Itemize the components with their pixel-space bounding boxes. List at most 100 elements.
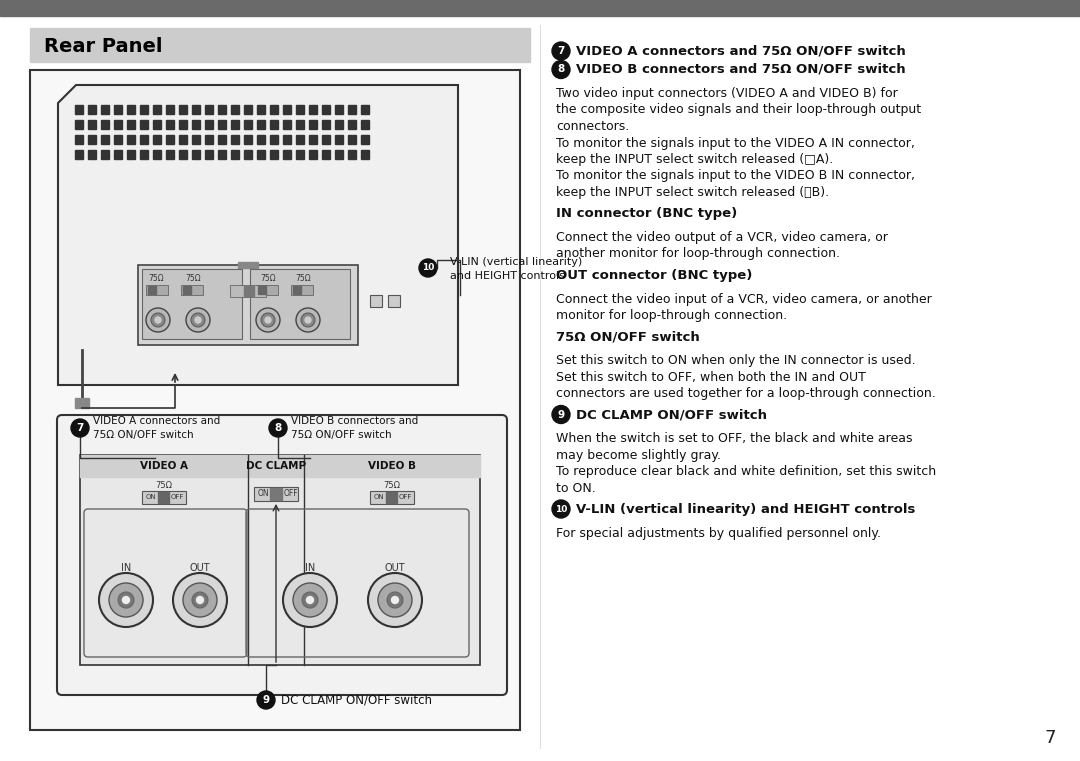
Text: and HEIGHT controls: and HEIGHT controls bbox=[450, 271, 565, 281]
Text: Two video input connectors (VIDEO A and VIDEO B) for: Two video input connectors (VIDEO A and … bbox=[556, 87, 897, 100]
Bar bbox=[158, 492, 168, 503]
Text: ON: ON bbox=[146, 494, 157, 500]
Text: keep the INPUT select switch released (⨝B).: keep the INPUT select switch released (⨝… bbox=[556, 186, 829, 199]
Text: 7: 7 bbox=[557, 46, 565, 56]
Bar bbox=[30, 28, 530, 62]
Bar bbox=[256, 285, 278, 295]
Bar bbox=[205, 150, 213, 159]
Bar bbox=[205, 105, 213, 114]
Bar bbox=[296, 135, 303, 144]
Bar bbox=[146, 285, 168, 295]
Bar bbox=[309, 150, 318, 159]
Bar bbox=[166, 150, 174, 159]
Bar bbox=[322, 150, 330, 159]
Bar bbox=[192, 120, 200, 129]
Bar bbox=[218, 105, 226, 114]
Text: 9: 9 bbox=[262, 695, 270, 705]
Text: IN: IN bbox=[305, 563, 315, 573]
Bar bbox=[283, 105, 291, 114]
Bar bbox=[270, 105, 278, 114]
Text: OFF: OFF bbox=[171, 494, 185, 500]
Bar bbox=[141, 269, 242, 339]
Bar bbox=[0, 0, 1080, 16]
Text: VIDEO A connectors and: VIDEO A connectors and bbox=[93, 416, 220, 426]
Bar bbox=[244, 150, 252, 159]
Bar bbox=[127, 150, 135, 159]
Bar bbox=[348, 120, 356, 129]
Circle shape bbox=[192, 592, 208, 608]
Bar bbox=[75, 120, 83, 129]
Bar bbox=[244, 105, 252, 114]
Circle shape bbox=[301, 313, 315, 327]
Bar bbox=[335, 150, 343, 159]
Bar bbox=[388, 295, 400, 307]
Bar bbox=[114, 105, 122, 114]
Circle shape bbox=[261, 313, 275, 327]
Circle shape bbox=[283, 573, 337, 627]
Circle shape bbox=[257, 691, 275, 709]
Text: 10: 10 bbox=[555, 505, 567, 514]
Text: connectors are used together for a loop-through connection.: connectors are used together for a loop-… bbox=[556, 387, 935, 400]
Text: OUT connector (BNC type): OUT connector (BNC type) bbox=[556, 269, 753, 282]
Text: 75Ω ON/OFF switch: 75Ω ON/OFF switch bbox=[93, 430, 193, 440]
Bar bbox=[322, 120, 330, 129]
Text: 75Ω ON/OFF switch: 75Ω ON/OFF switch bbox=[556, 330, 700, 343]
Circle shape bbox=[293, 583, 327, 617]
Bar bbox=[296, 105, 303, 114]
Bar bbox=[127, 120, 135, 129]
Bar bbox=[283, 150, 291, 159]
Bar bbox=[75, 398, 89, 408]
Bar bbox=[192, 150, 200, 159]
Circle shape bbox=[118, 592, 134, 608]
Text: 8: 8 bbox=[274, 423, 282, 433]
Circle shape bbox=[391, 597, 399, 603]
Circle shape bbox=[269, 419, 287, 437]
Text: may become slightly gray.: may become slightly gray. bbox=[556, 448, 721, 461]
Bar bbox=[270, 150, 278, 159]
Bar bbox=[270, 488, 282, 500]
Text: When the switch is set to OFF, the black and white areas: When the switch is set to OFF, the black… bbox=[556, 432, 913, 445]
Text: 8: 8 bbox=[557, 65, 565, 75]
Bar bbox=[291, 285, 313, 295]
Bar bbox=[127, 105, 135, 114]
Text: 10: 10 bbox=[422, 263, 434, 272]
Text: OUT: OUT bbox=[190, 563, 211, 573]
Bar bbox=[309, 105, 318, 114]
Circle shape bbox=[419, 259, 437, 277]
Text: V-LIN (vertical linearity) and HEIGHT controls: V-LIN (vertical linearity) and HEIGHT co… bbox=[576, 502, 916, 515]
Bar bbox=[181, 285, 203, 295]
Bar bbox=[127, 135, 135, 144]
Bar bbox=[205, 135, 213, 144]
Bar bbox=[244, 286, 254, 296]
Text: VIDEO B connectors and: VIDEO B connectors and bbox=[291, 416, 418, 426]
Bar bbox=[231, 150, 239, 159]
Bar bbox=[75, 105, 83, 114]
Text: ON: ON bbox=[374, 494, 384, 500]
Bar bbox=[283, 135, 291, 144]
Bar bbox=[231, 135, 239, 144]
Text: 75Ω: 75Ω bbox=[295, 274, 311, 283]
Bar bbox=[102, 135, 109, 144]
Circle shape bbox=[305, 317, 311, 323]
Bar bbox=[153, 135, 161, 144]
Bar bbox=[140, 120, 148, 129]
Text: DC CLAMP ON/OFF switch: DC CLAMP ON/OFF switch bbox=[281, 693, 432, 706]
Text: 7: 7 bbox=[77, 423, 83, 433]
Circle shape bbox=[71, 419, 89, 437]
Text: OFF: OFF bbox=[399, 494, 413, 500]
Bar bbox=[153, 105, 161, 114]
FancyBboxPatch shape bbox=[57, 415, 507, 695]
Circle shape bbox=[195, 317, 201, 323]
Bar bbox=[293, 286, 301, 294]
Text: Connect the video output of a VCR, video camera, or: Connect the video output of a VCR, video… bbox=[556, 231, 888, 244]
Bar bbox=[348, 150, 356, 159]
Bar bbox=[179, 120, 187, 129]
Bar bbox=[87, 120, 96, 129]
Circle shape bbox=[197, 597, 203, 603]
Text: Rear Panel: Rear Panel bbox=[44, 37, 162, 56]
Bar bbox=[192, 105, 200, 114]
Bar bbox=[114, 135, 122, 144]
Bar bbox=[87, 150, 96, 159]
Bar bbox=[335, 120, 343, 129]
Bar bbox=[296, 150, 303, 159]
